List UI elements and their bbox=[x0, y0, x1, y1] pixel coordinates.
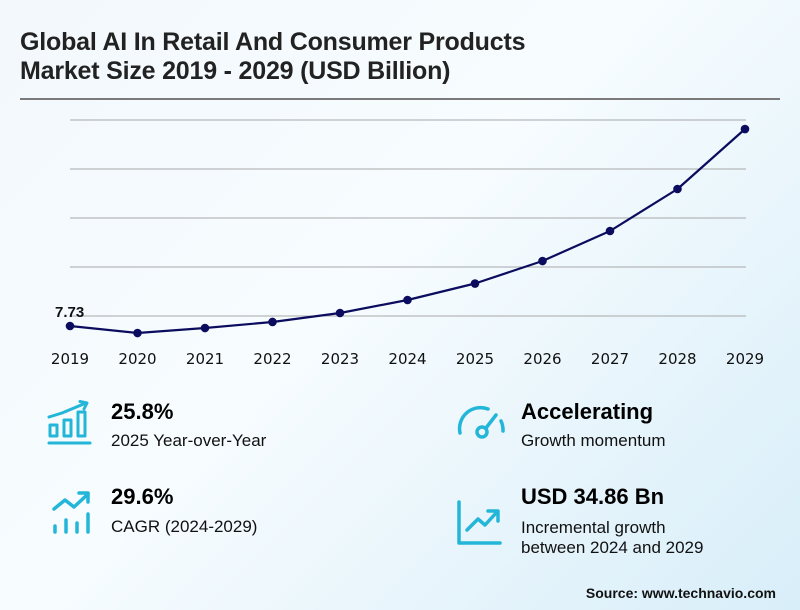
source-credit: Source: www.technavio.com bbox=[585, 585, 776, 601]
stat-label: Incremental growth between 2024 and 2029 bbox=[521, 518, 703, 558]
x-axis-tick-labels: 2019 2020 2021 2022 2023 2024 2025 2026 2027 2028… bbox=[51, 350, 764, 368]
trend-bars-icon bbox=[52, 491, 90, 534]
data-point-2026 bbox=[538, 256, 547, 266]
stat-label-line-2: between 2024 and 2029 bbox=[521, 538, 704, 557]
data-point-2021 bbox=[200, 323, 210, 333]
stat-value: Accelerating bbox=[521, 399, 654, 424]
x-tick-label: 2020 bbox=[118, 350, 156, 368]
chart-title: Global AI In Retail And Consumer Product… bbox=[20, 28, 525, 86]
title-line-1: Global AI In Retail And Consumer Product… bbox=[20, 28, 526, 56]
data-points bbox=[65, 124, 750, 338]
x-tick-label: 2024 bbox=[388, 350, 426, 368]
gridlines bbox=[70, 119, 746, 317]
line-chart: 2019 2020 2021 2022 2023 2024 2025 2026 2027 2028… bbox=[51, 119, 764, 368]
data-point-2020 bbox=[133, 328, 142, 338]
x-tick-label: 2027 bbox=[591, 350, 629, 368]
stat-value: USD 34.86 Bn bbox=[521, 484, 665, 509]
data-label-2019: 7.73 bbox=[55, 304, 84, 321]
x-tick-label: 2023 bbox=[321, 350, 359, 368]
data-labels: 7.73 bbox=[55, 304, 84, 321]
data-point-2024 bbox=[403, 295, 412, 305]
data-point-2023 bbox=[335, 308, 345, 318]
title-divider bbox=[20, 98, 780, 100]
data-point-2019 bbox=[65, 321, 75, 331]
data-point-2028 bbox=[673, 184, 682, 194]
stat-label-line-1: Incremental growth bbox=[521, 518, 666, 537]
x-tick-label: 2025 bbox=[456, 350, 494, 368]
data-point-2029 bbox=[740, 124, 750, 134]
stat-label: 2025 Year-over-Year bbox=[111, 431, 267, 450]
title-line-2: Market Size 2019 - 2029 (USD Billion) bbox=[20, 57, 451, 85]
stat-value: 29.6% bbox=[111, 484, 174, 509]
stat-label: Growth momentum bbox=[521, 431, 666, 450]
stat-value: 25.8% bbox=[111, 399, 174, 424]
x-tick-label: 2028 bbox=[658, 350, 696, 368]
x-tick-label: 2029 bbox=[726, 350, 764, 368]
bar-growth-icon bbox=[47, 400, 92, 445]
x-tick-label: 2026 bbox=[523, 350, 561, 368]
data-point-2027 bbox=[605, 226, 615, 236]
data-point-2022 bbox=[268, 317, 277, 327]
stat-label: CAGR (2024-2029) bbox=[111, 517, 258, 536]
x-tick-label: 2019 bbox=[51, 350, 89, 368]
speedometer-icon bbox=[457, 405, 505, 439]
x-tick-label: 2021 bbox=[186, 350, 224, 368]
data-point-2025 bbox=[470, 279, 480, 288]
line-chart-icon bbox=[457, 500, 502, 545]
x-tick-label: 2022 bbox=[253, 350, 291, 368]
